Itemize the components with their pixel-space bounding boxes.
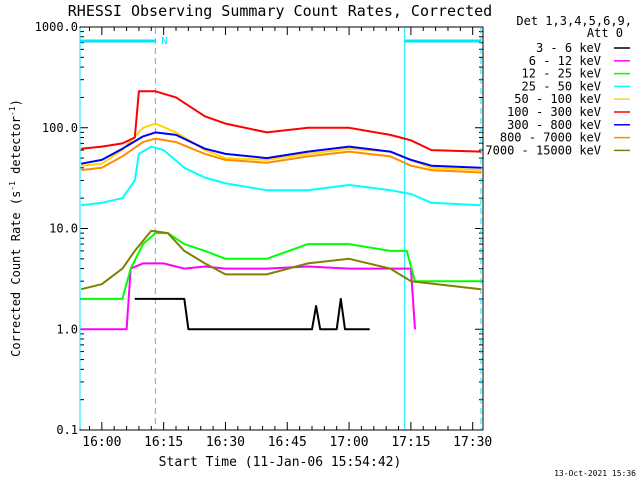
- event-lines: N: [79, 28, 482, 429]
- series-line-25-50-kev: [81, 145, 481, 207]
- plot-frame: [79, 26, 484, 431]
- plot-area: 0.1 1.0 10.0 100.0 1000.0 16:00 16:15 16:30 16:4…: [35, 20, 493, 450]
- y-axis-label-sup1: -1: [8, 181, 17, 191]
- x-tick-label: 16:45: [268, 435, 307, 450]
- legend-label-12-25-kev: 12 - 25 keV: [522, 67, 601, 81]
- legend-label-800-7000-kev: 800 - 7000 keV: [500, 131, 601, 145]
- series-line-800-7000-kev: [81, 137, 481, 174]
- legend-label-25-50-kev: 25 - 50 keV: [522, 79, 601, 93]
- legend-header-detectors: Det 1,3,4,5,6,9,: [516, 14, 632, 28]
- series-line-100-300-kev: [81, 90, 481, 153]
- y-axis-label-mid: detector: [9, 116, 23, 181]
- series-line-6-12-kev: [81, 262, 416, 331]
- y-axis-label: Corrected Count Rate (s-1 detector-1): [8, 99, 23, 357]
- x-axis-label: Start Time (11-Jan-06 15:54:42): [159, 455, 402, 470]
- series-line-3-6-kev: [134, 297, 370, 331]
- x-tick-label: 16:00: [82, 435, 121, 450]
- x-tick-label: 17:15: [391, 435, 430, 450]
- series-lines: [80, 90, 482, 331]
- x-tick-label: 17:30: [453, 435, 492, 450]
- x-tick-label: 16:30: [206, 435, 245, 450]
- legend-label-300-800-kev: 300 - 800 keV: [507, 118, 601, 132]
- legend-label-100-300-kev: 100 - 300 keV: [507, 105, 601, 119]
- legend-label-7000-15000-kev: 7000 - 15000 keV: [485, 143, 601, 157]
- series-line-300-800-kev: [81, 131, 481, 169]
- legend-label-3-6-kev: 3 - 6 keV: [536, 41, 601, 55]
- y-tick-label: 1000.0: [35, 20, 78, 34]
- y-tick-label: 1.0: [56, 322, 78, 336]
- night-marker: N: [161, 36, 167, 47]
- axis-ticks: 0.1 1.0 10.0 100.0 1000.0 16:00 16:15 16:30 16:4…: [35, 20, 493, 450]
- chart-title: RHESSI Observing Summary Count Rates, Co…: [68, 2, 492, 20]
- series-line-7000-15000-kev: [80, 229, 482, 291]
- series-line-12-25-kev: [81, 232, 481, 300]
- y-tick-label: 100.0: [42, 121, 78, 135]
- x-tick-label: 17:00: [330, 435, 369, 450]
- legend-label-50-100-kev: 50 - 100 keV: [514, 92, 601, 106]
- y-axis-label-sup2: -1: [8, 106, 17, 116]
- footer-timestamp: 13-Oct-2021 15:36: [554, 469, 636, 478]
- legend-header-attenuator: Att 0: [587, 26, 623, 40]
- legend-label-6-12-kev: 6 - 12 keV: [529, 54, 601, 68]
- y-tick-label: 0.1: [56, 423, 78, 437]
- y-tick-label: 10.0: [49, 222, 78, 236]
- y-axis-label-end: ): [9, 99, 23, 106]
- y-axis-label-main: Corrected Count Rate (s: [9, 191, 23, 357]
- x-tick-label: 16:15: [144, 435, 183, 450]
